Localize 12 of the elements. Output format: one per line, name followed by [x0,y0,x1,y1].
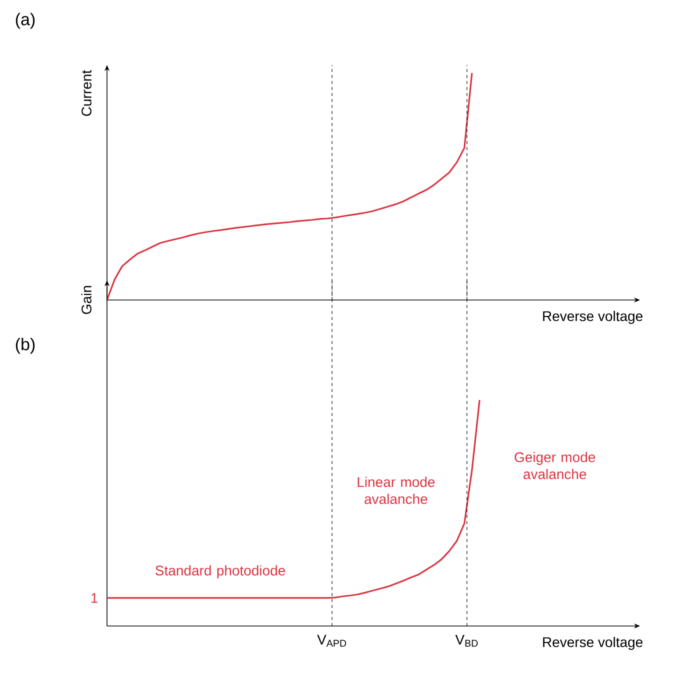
text: V$_{BD}$ [455,634,478,647]
text: Geiger mode avalanche [514,452,596,480]
annotation: Linear mode avalanche [358,476,435,504]
text: V$_{APD}$ [317,634,346,647]
y-axis-title: Current [82,70,92,116]
chart-title: (b) [16,338,35,354]
chart-title: (a) [16,12,35,29]
x-axis-title: Reverse voltage [543,310,642,324]
y-axis-title: Gain [81,286,92,314]
x-axis-title: Reverse voltage [543,636,642,650]
text: 1 [91,593,98,603]
annotation: Standard photodiode [156,565,286,578]
